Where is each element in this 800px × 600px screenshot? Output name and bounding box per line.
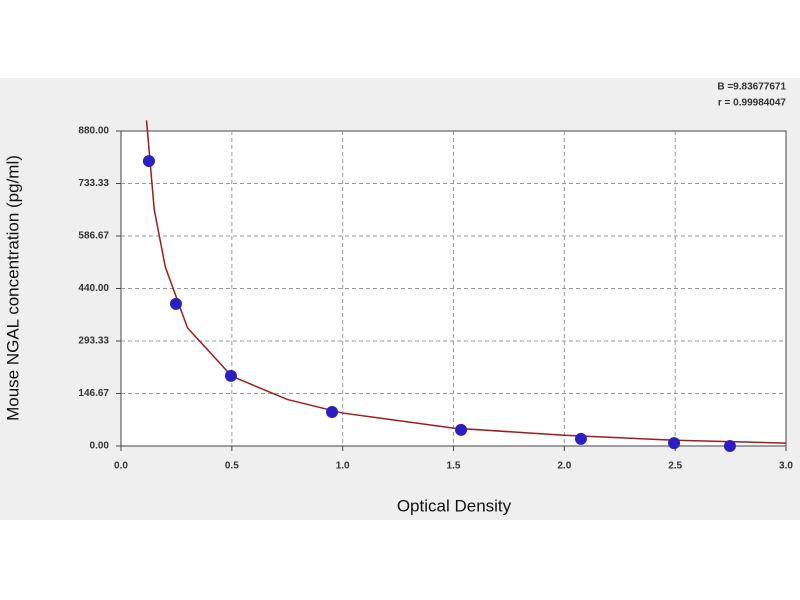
y-tick-label: 586.67 (78, 231, 109, 242)
data-point (455, 423, 468, 436)
fit-curve (145, 120, 786, 444)
y-tick-label: 146.67 (78, 388, 109, 399)
y-tick-label: 880.00 (78, 126, 109, 137)
y-axis-title: Mouse NGAL concentration (pg/ml) (3, 155, 22, 421)
data-point (326, 405, 339, 418)
annotation: B =9.83677671 (717, 82, 786, 93)
data-point (574, 432, 587, 445)
x-tick-label: 0.0 (114, 461, 128, 472)
data-point (142, 155, 155, 168)
y-tick-label: 0.00 (90, 441, 110, 452)
data-point (723, 440, 736, 452)
x-tick-label: 2.0 (557, 461, 571, 472)
annotation: r = 0.99984047 (718, 98, 787, 109)
x-axis-title: Optical Density (397, 496, 512, 515)
y-tick-label: 293.33 (78, 336, 109, 347)
data-point (224, 369, 237, 382)
y-tick-label: 733.33 (78, 178, 109, 189)
data-point (668, 437, 681, 450)
y-tick-label: 440.00 (78, 283, 109, 294)
x-tick-label: 3.0 (779, 461, 793, 472)
x-tick-label: 0.5 (225, 461, 239, 472)
x-tick-label: 1.0 (336, 461, 350, 472)
data-point (169, 297, 182, 310)
x-tick-label: 2.5 (668, 461, 682, 472)
x-tick-label: 1.5 (447, 461, 461, 472)
